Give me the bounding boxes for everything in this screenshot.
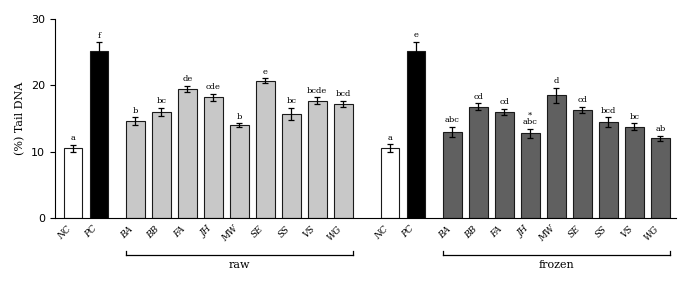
Text: de: de <box>182 75 192 83</box>
Text: bcd: bcd <box>600 106 616 115</box>
Bar <box>651 138 670 218</box>
Text: ab: ab <box>655 126 665 133</box>
Bar <box>64 148 82 218</box>
Bar <box>521 133 540 218</box>
Bar <box>308 101 327 218</box>
Bar <box>469 107 488 218</box>
Bar <box>625 126 644 218</box>
Text: bc: bc <box>156 97 167 105</box>
Bar <box>573 110 591 218</box>
Text: b: b <box>236 113 242 121</box>
Bar <box>282 114 301 218</box>
Text: d: d <box>553 77 559 85</box>
Bar <box>599 122 618 218</box>
Text: cd: cd <box>473 93 484 101</box>
Text: a: a <box>388 134 392 142</box>
Text: bcd: bcd <box>336 90 351 98</box>
Bar <box>334 104 352 218</box>
Text: a: a <box>70 135 75 142</box>
Text: bc: bc <box>630 113 639 121</box>
Bar <box>407 51 426 218</box>
Text: bcde: bcde <box>307 87 328 95</box>
Y-axis label: (%) Tail DNA: (%) Tail DNA <box>15 82 26 155</box>
Text: cd: cd <box>500 98 509 106</box>
Text: e: e <box>263 68 267 76</box>
Text: cd: cd <box>578 96 587 104</box>
Text: bc: bc <box>286 97 296 105</box>
Text: b: b <box>133 106 138 115</box>
Text: cde: cde <box>206 83 220 91</box>
Bar <box>381 148 399 218</box>
Bar <box>547 95 566 218</box>
Text: raw: raw <box>229 260 250 270</box>
Bar <box>204 97 223 218</box>
Bar <box>230 125 249 218</box>
Bar <box>495 112 514 218</box>
Text: frozen: frozen <box>538 260 574 270</box>
Text: f: f <box>97 32 100 39</box>
Bar <box>152 112 171 218</box>
Bar <box>90 51 108 218</box>
Bar <box>443 132 462 218</box>
Bar <box>126 121 144 218</box>
Text: *: * <box>529 111 533 119</box>
Bar <box>256 81 274 218</box>
Text: abc: abc <box>523 118 538 126</box>
Bar <box>178 89 197 218</box>
Text: e: e <box>414 31 419 39</box>
Text: abc: abc <box>445 116 460 124</box>
